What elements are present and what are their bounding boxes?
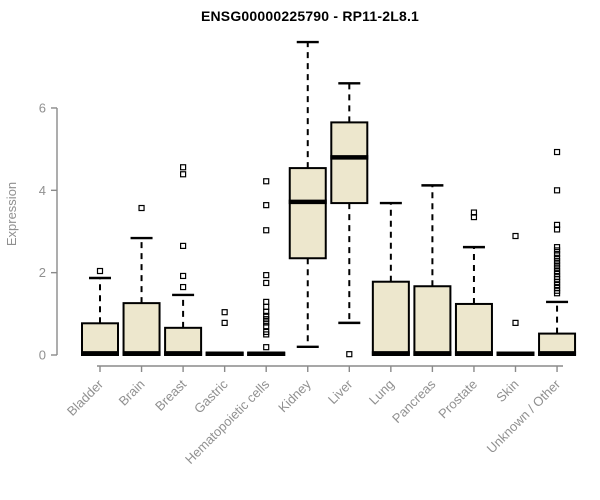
y-tick-label: 0 — [39, 348, 46, 363]
category-label: Pancreas — [389, 376, 439, 426]
box-rect — [413, 285, 452, 356]
box-rect — [122, 302, 161, 356]
box-rect — [81, 322, 119, 357]
outlier-point — [512, 319, 519, 326]
category-label: Unknown / Other — [484, 376, 564, 456]
outlier-point — [553, 187, 561, 194]
chart-title: ENSG00000225790 - RP11-2L8.1 — [200, 8, 420, 24]
category-label: Brain — [116, 377, 148, 409]
outlier-point — [263, 316, 270, 323]
outlier-point — [346, 351, 353, 358]
outlier-point — [263, 323, 270, 330]
outlier-point — [180, 164, 187, 171]
outlier-point — [221, 309, 228, 316]
outlier-point — [553, 254, 561, 261]
outlier-point — [553, 251, 561, 258]
outlier-point — [180, 283, 187, 291]
outlier-point — [553, 261, 561, 268]
outlier-point — [96, 267, 104, 275]
outlier-point — [180, 242, 187, 249]
outlier-point — [263, 344, 270, 351]
outlier-point — [263, 272, 270, 279]
outlier-point — [512, 232, 519, 240]
outlier-point — [553, 247, 561, 254]
outlier-point — [221, 319, 228, 326]
box-rect — [288, 167, 327, 260]
category-label: Breast — [152, 376, 189, 413]
box-rect — [454, 302, 493, 356]
outlier-point — [263, 312, 270, 319]
box-rect — [164, 326, 203, 356]
y-tick-label: 6 — [39, 100, 46, 115]
outlier-point — [180, 272, 187, 280]
outlier-point — [138, 204, 145, 212]
outlier-point — [263, 328, 270, 336]
outlier-point — [553, 258, 561, 265]
outlier-point — [263, 279, 270, 287]
outlier-point — [553, 244, 561, 251]
category-label: Kidney — [275, 376, 314, 415]
category-label: Bladder — [64, 376, 107, 419]
category-label: Lung — [366, 377, 397, 408]
outlier-point — [263, 298, 270, 305]
y-tick-label: 2 — [39, 265, 46, 280]
box-rect — [371, 280, 410, 357]
category-label: Gastric — [191, 376, 231, 416]
outlier-point — [470, 209, 478, 216]
outlier-point — [553, 148, 561, 156]
outlier-point — [553, 264, 561, 271]
outlier-point — [263, 227, 270, 234]
category-label: Skin — [493, 377, 521, 405]
box-rect — [330, 121, 369, 205]
y-tick-label: 4 — [39, 183, 46, 198]
outlier-point — [263, 178, 270, 185]
outlier-point — [263, 319, 270, 326]
outlier-point — [263, 303, 270, 310]
outlier-point — [553, 221, 561, 229]
y-axis-title: Expression — [4, 182, 19, 246]
category-label: Liver — [325, 376, 356, 407]
outlier-point — [180, 171, 187, 178]
category-label: Prostate — [435, 377, 480, 422]
outlier-point — [263, 202, 270, 209]
outlier-point — [553, 267, 561, 275]
